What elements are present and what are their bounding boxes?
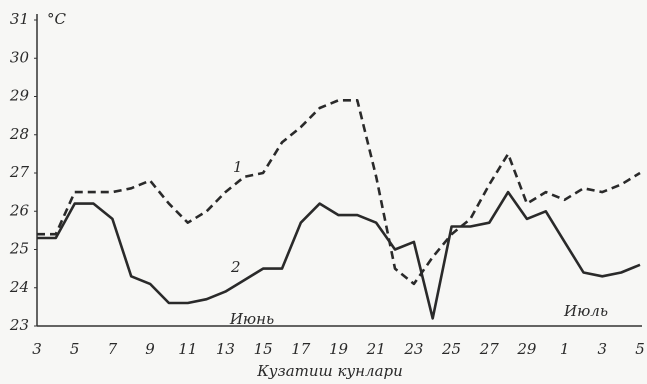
x-tick-label: 13 [216,340,235,358]
x-tick-label: 25 [441,340,461,358]
x-tick-label: 1 [560,340,570,358]
y-tick-label: 24 [9,278,29,296]
annotation: Июнь [229,310,274,328]
x-tick-label: 11 [178,340,197,358]
x-tick-label: 5 [635,340,645,358]
x-tick-label: 9 [145,340,155,358]
x-tick-label: 29 [516,340,537,358]
x-tick-label: 27 [479,340,500,358]
x-tick-label: 19 [329,340,349,358]
y-tick-label: 28 [9,125,29,143]
y-tick-label: 30 [10,48,30,66]
series-line [37,99,641,286]
y-axis-label: °C [47,10,67,28]
x-tick-label: 23 [403,340,423,358]
y-tick-label: 31 [10,10,29,28]
y-tick-label: 23 [9,316,29,334]
x-axis-title: Кузатиш кунлари [256,362,403,380]
y-tick-label: 29 [9,87,30,105]
y-tick-label: 27 [9,163,30,181]
annotation: Июль [563,302,608,320]
x-tick-label: 3 [598,340,608,358]
x-tick-label: 21 [366,340,386,358]
y-tick-label: 25 [9,240,29,258]
x-tick-label: 5 [70,340,80,358]
x-tick-label: 7 [108,340,118,358]
series-line [37,190,641,320]
series-label: 2 [230,258,241,276]
x-tick-label: 15 [254,340,273,358]
series-label: 1 [233,158,243,176]
x-tick-label: 17 [291,340,311,358]
x-tick-label: 3 [32,340,42,358]
y-tick-label: 26 [9,201,30,219]
